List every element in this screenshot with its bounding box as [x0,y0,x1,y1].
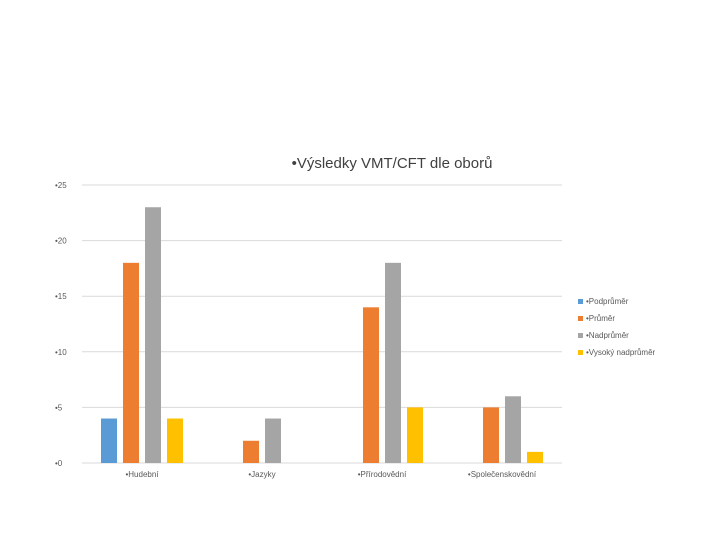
bar [265,418,281,463]
y-tick-label: •10 [55,348,67,357]
category-labels: •Hudební •Jazyky •Přírodovědní •Společensko… [125,470,536,479]
x-tick-label: •Společenskovědní [468,470,537,479]
y-tick-label: •0 [55,459,63,468]
x-tick-label: •Hudební [125,470,159,479]
x-tick-label: •Jazyky [248,470,275,479]
legend-swatch [578,350,583,355]
bar [363,307,379,463]
legend-label: •Nadprůměr [586,331,629,340]
legend-swatch [578,316,583,321]
bar [145,207,161,463]
bar [167,418,183,463]
bar [243,440,259,463]
legend-label: •Podprůměr [586,297,629,306]
bar [123,262,139,463]
bar [527,451,543,463]
gridlines [82,184,562,464]
y-tick-label: •20 [55,237,67,246]
y-tick-label: •15 [55,292,67,301]
chart-title: •Výsledky VMT/CFT dle oborů [292,155,493,172]
bar [407,407,423,463]
bar [483,407,499,463]
legend-label: •Vysoký nadprůměr [586,348,656,357]
bars [101,207,543,463]
y-tick-label: •25 [55,181,67,190]
bar [101,418,117,463]
y-tick-label: •5 [55,403,63,412]
legend: •Podprůměr •Průměr •Nadprůměr •Vysoký nadpr… [578,297,656,357]
y-axis-ticks: •0 •5 •10 •15 •20 •25 [55,181,67,468]
bar [505,396,521,463]
legend-swatch [578,333,583,338]
legend-swatch [578,299,583,304]
bar [385,262,401,463]
legend-label: •Průměr [586,314,615,323]
x-tick-label: •Přírodovědní [358,470,407,479]
